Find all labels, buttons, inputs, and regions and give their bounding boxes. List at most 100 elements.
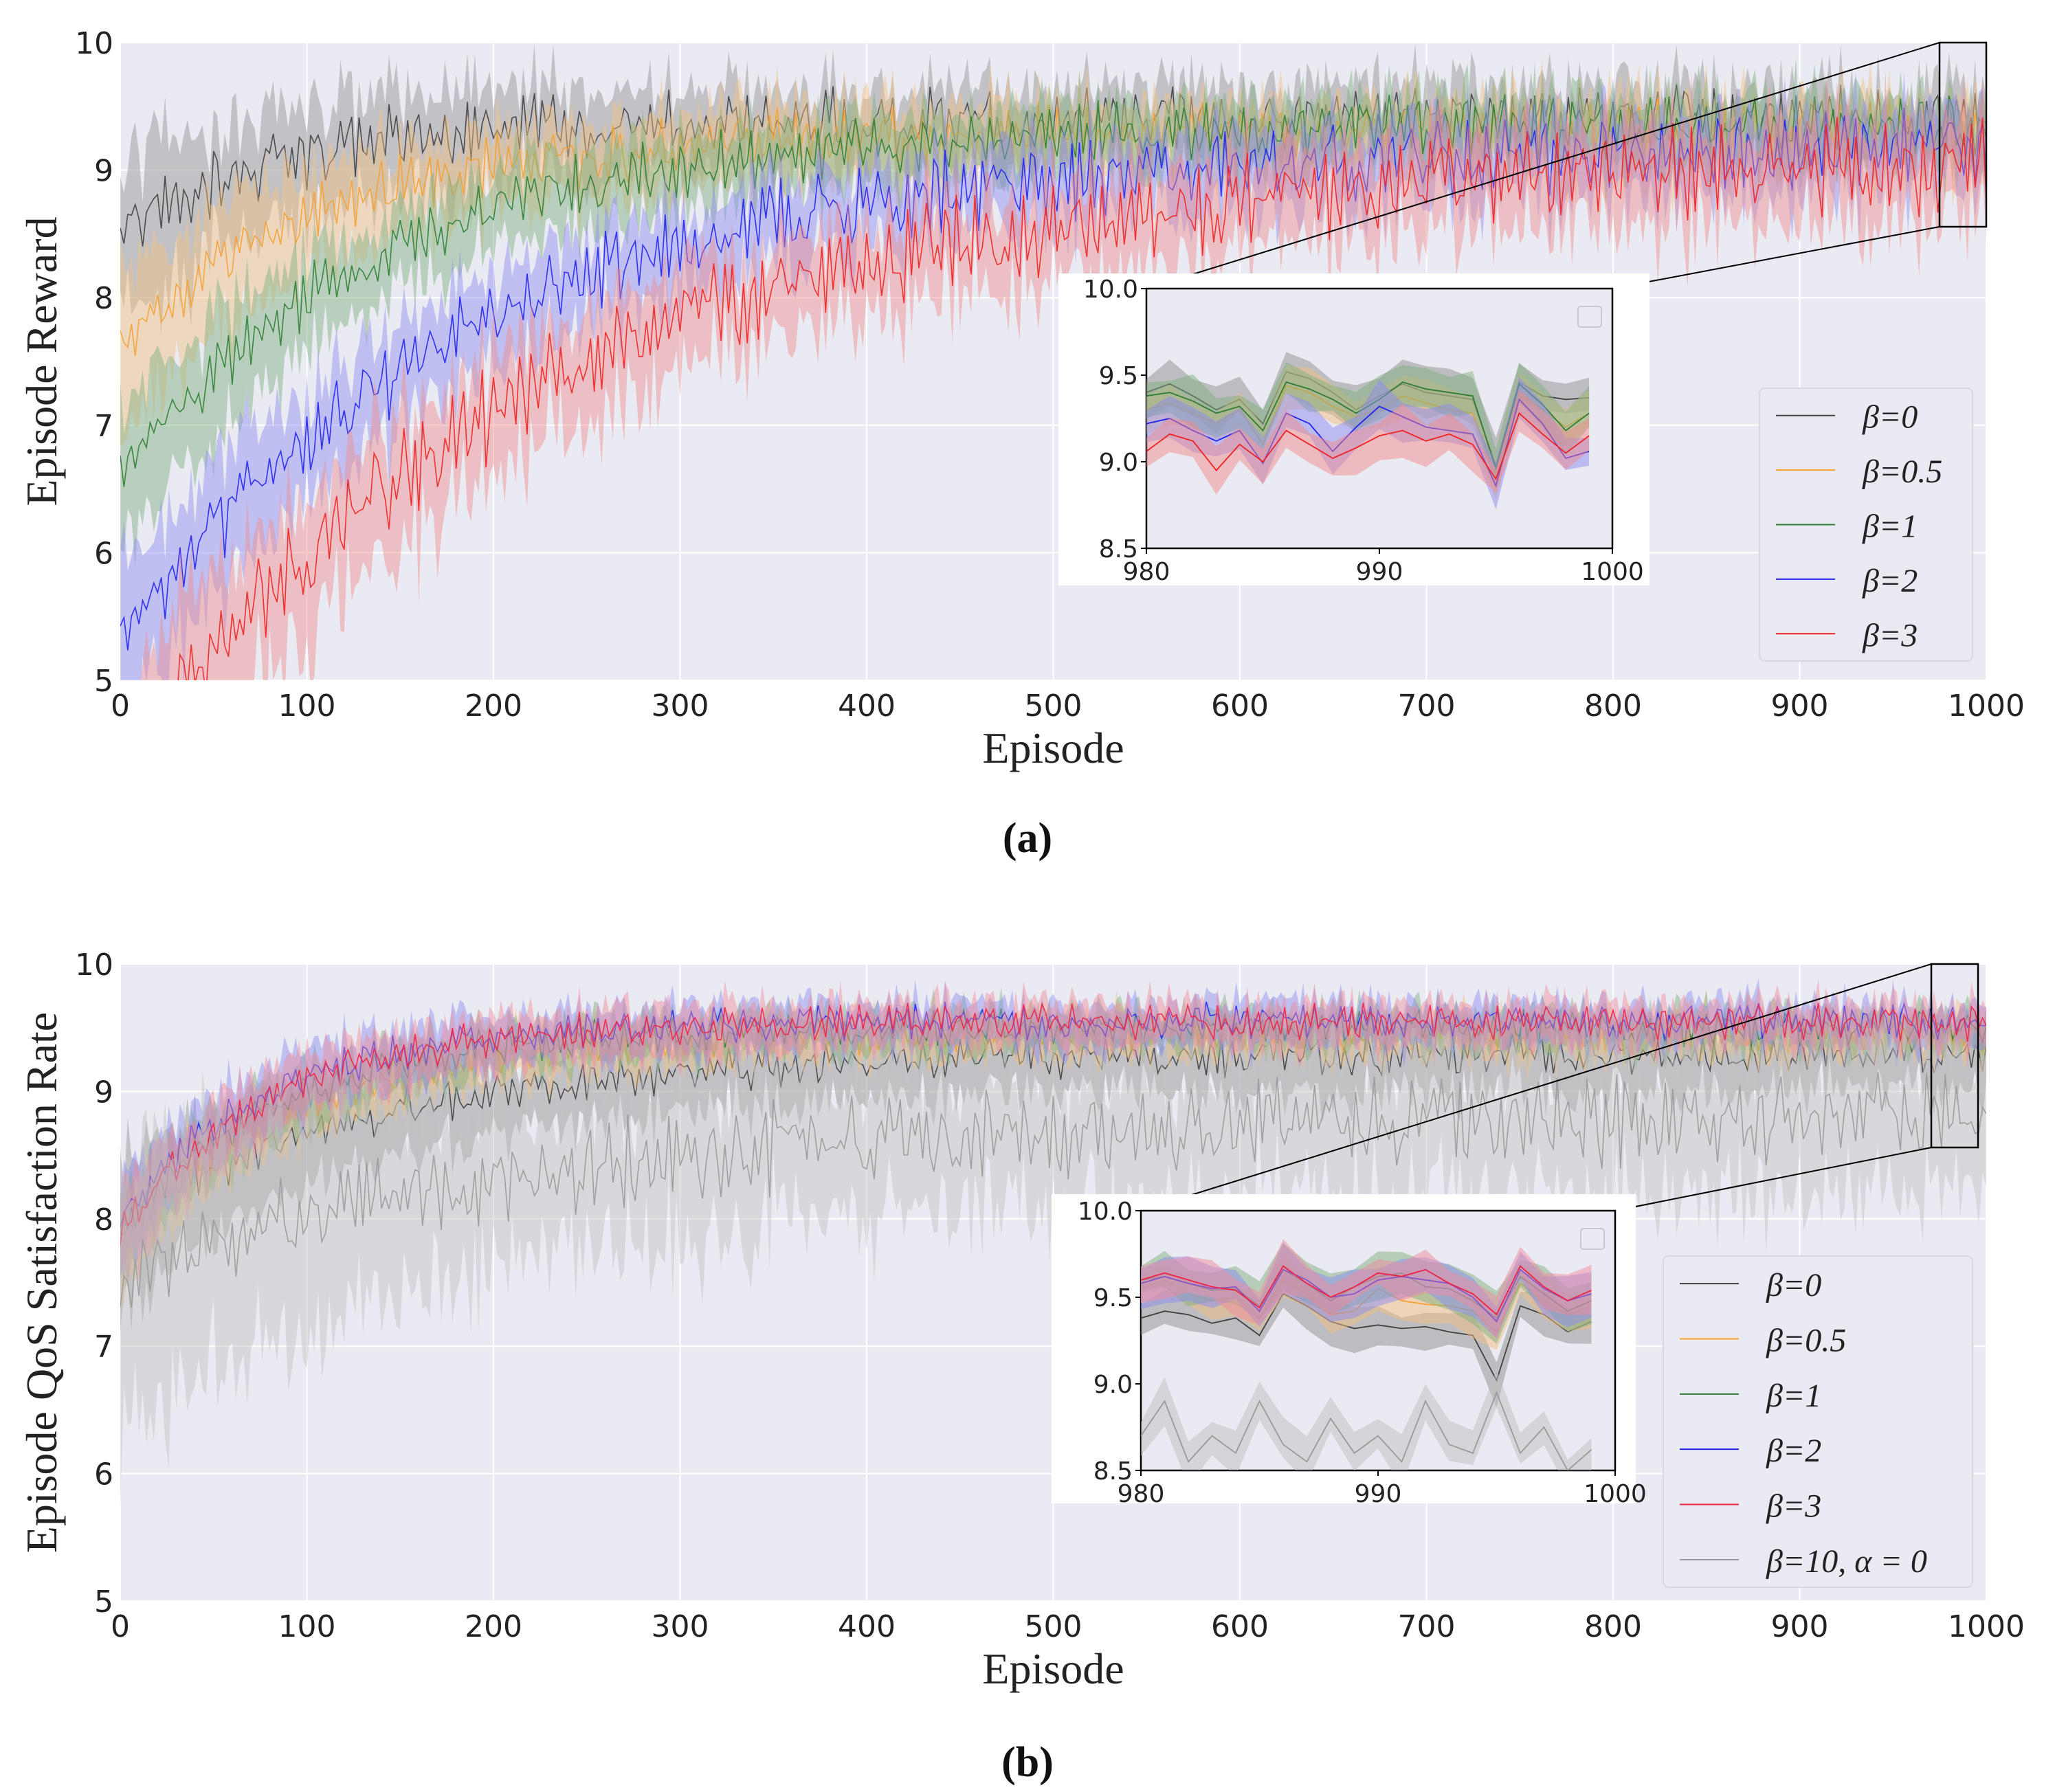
legend-entry: β=1 [1862, 508, 1918, 545]
y-tick-label: 6 [94, 1457, 113, 1492]
x-tick-label: 1000 [1948, 688, 2025, 724]
series-line-5 [120, 1072, 1986, 1308]
legend-entry: β=0 [1862, 399, 1918, 436]
x-tick-label: 100 [278, 1609, 336, 1644]
series-line-2 [120, 94, 1986, 487]
inset-x-tick-label: 980 [1118, 1480, 1165, 1508]
y-tick-label: 7 [94, 409, 113, 444]
inset-x-tick-label: 990 [1355, 1480, 1402, 1508]
zoom-connector [1140, 963, 1932, 1211]
x-tick-label: 700 [1398, 688, 1456, 724]
series-band-4 [120, 978, 1986, 1288]
series-line-3 [120, 1001, 1986, 1228]
panel-b: 0 100 200 300 400 500 600 700 800 900 1000 5 6 7 8 9 10 E… [17, 948, 2025, 1786]
x-tick-label: 900 [1771, 688, 1829, 724]
x-tick-label: 0 [111, 688, 130, 724]
x-tick-label: 800 [1584, 1609, 1642, 1644]
y-tick-label: 8 [94, 281, 113, 316]
y-tick-label: 5 [94, 1584, 113, 1620]
y-axis-label: Episode Reward [17, 216, 66, 506]
inset-y-tick-label: 10.0 [1083, 276, 1138, 304]
legend-entry: β=2 [1862, 563, 1918, 599]
y-tick-label: 8 [94, 1202, 113, 1237]
inset-y-tick-label: 9.5 [1093, 1284, 1133, 1312]
x-tick-label: 700 [1398, 1609, 1456, 1644]
inset-y-tick-label: 9.0 [1099, 449, 1138, 477]
y-tick-label: 6 [94, 536, 113, 571]
panel-label: (b) [1001, 1739, 1054, 1786]
x-axis-label: Episode [982, 1644, 1124, 1693]
zoom-connector [1612, 226, 1940, 289]
legend-entry: β=0.5 [1766, 1323, 1846, 1359]
zoom-connector [1614, 1147, 1932, 1211]
x-tick-label: 400 [838, 1609, 896, 1644]
x-tick-label: 800 [1584, 688, 1642, 724]
inset-line-4 [1141, 1265, 1592, 1316]
legend-entry: β=0.5 [1862, 453, 1942, 490]
y-tick-label: 9 [94, 1075, 113, 1110]
inset-line-5 [1141, 1391, 1592, 1470]
series-band-3 [120, 978, 1986, 1279]
series-band-3 [120, 71, 1986, 680]
series-line-1 [120, 98, 1986, 357]
x-tick-label: 200 [465, 688, 522, 724]
inset-y-tick-label: 10.0 [1078, 1198, 1133, 1226]
legend-box [1759, 388, 1973, 662]
x-axis-label: Episode [982, 724, 1124, 772]
y-axis-label: Episode QoS Satisfaction Rate [17, 1012, 66, 1553]
x-tick-label: 300 [652, 688, 709, 724]
zoom-box [1938, 41, 1988, 228]
x-tick-label: 200 [465, 1609, 522, 1644]
inset-empty-legend [1577, 306, 1602, 328]
series-band-1 [120, 59, 1986, 446]
panel-a: 0 100 200 300 400 500 600 700 800 900 1000 5 6 7 8 9 10 E… [17, 26, 2025, 862]
x-tick-label: 300 [652, 1609, 709, 1644]
inset-y-tick-label: 9.0 [1093, 1371, 1133, 1399]
x-tick-label: 900 [1771, 1609, 1829, 1644]
inset-x-tick-label: 1000 [1581, 558, 1644, 586]
series-group [120, 43, 1986, 680]
x-tick-label: 1000 [1948, 1609, 2025, 1644]
inset-line-4 [1146, 412, 1590, 481]
legend-entry: β=1 [1766, 1378, 1821, 1414]
inset-series-group [1141, 1239, 1592, 1470]
series-band-0 [120, 998, 1986, 1334]
legend-entry: β=10, α = 0 [1766, 1543, 1927, 1580]
inset-line-0 [1141, 1292, 1592, 1382]
inset-x-tick-label: 980 [1123, 558, 1170, 586]
x-tick-label: 100 [278, 688, 336, 724]
inset-empty-legend [1580, 1228, 1605, 1250]
x-tick-label: 500 [1025, 1609, 1082, 1644]
legend-entry: β=3 [1766, 1488, 1821, 1525]
inset-y-tick-label: 8.5 [1099, 535, 1138, 563]
panel-label: (a) [1003, 815, 1052, 862]
inset-band-5 [1141, 1369, 1592, 1470]
zoom-box [1930, 963, 1979, 1149]
inset-band-4 [1141, 1239, 1592, 1339]
series-line-2 [120, 1007, 1986, 1235]
inset-band-0 [1141, 1268, 1592, 1408]
y-tick-label: 5 [94, 664, 113, 699]
y-tick-label: 10 [75, 26, 113, 61]
series-band-2 [120, 987, 1986, 1286]
y-tick-label: 10 [75, 948, 113, 983]
series-band-0 [120, 43, 1986, 333]
x-tick-label: 600 [1211, 1609, 1269, 1644]
legend-entry: β=2 [1766, 1433, 1821, 1469]
x-tick-label: 400 [838, 688, 896, 724]
y-tick-label: 7 [94, 1330, 113, 1365]
x-tick-label: 600 [1211, 688, 1269, 724]
inset-series-group [1146, 352, 1590, 510]
inset-y-tick-label: 9.5 [1099, 362, 1138, 390]
y-tick-label: 9 [94, 154, 113, 189]
series-line-0 [120, 84, 1986, 247]
series-line-4 [177, 117, 1986, 680]
inset-x-tick-label: 1000 [1584, 1480, 1647, 1508]
inset-x-tick-label: 990 [1356, 558, 1403, 586]
legend-entry: β=0 [1766, 1267, 1821, 1303]
series-band-4 [124, 71, 1986, 680]
series-line-0 [120, 1032, 1986, 1235]
inset-y-tick-label: 8.5 [1093, 1457, 1133, 1486]
x-tick-label: 0 [111, 1609, 130, 1644]
series-line-4 [120, 1002, 1986, 1246]
